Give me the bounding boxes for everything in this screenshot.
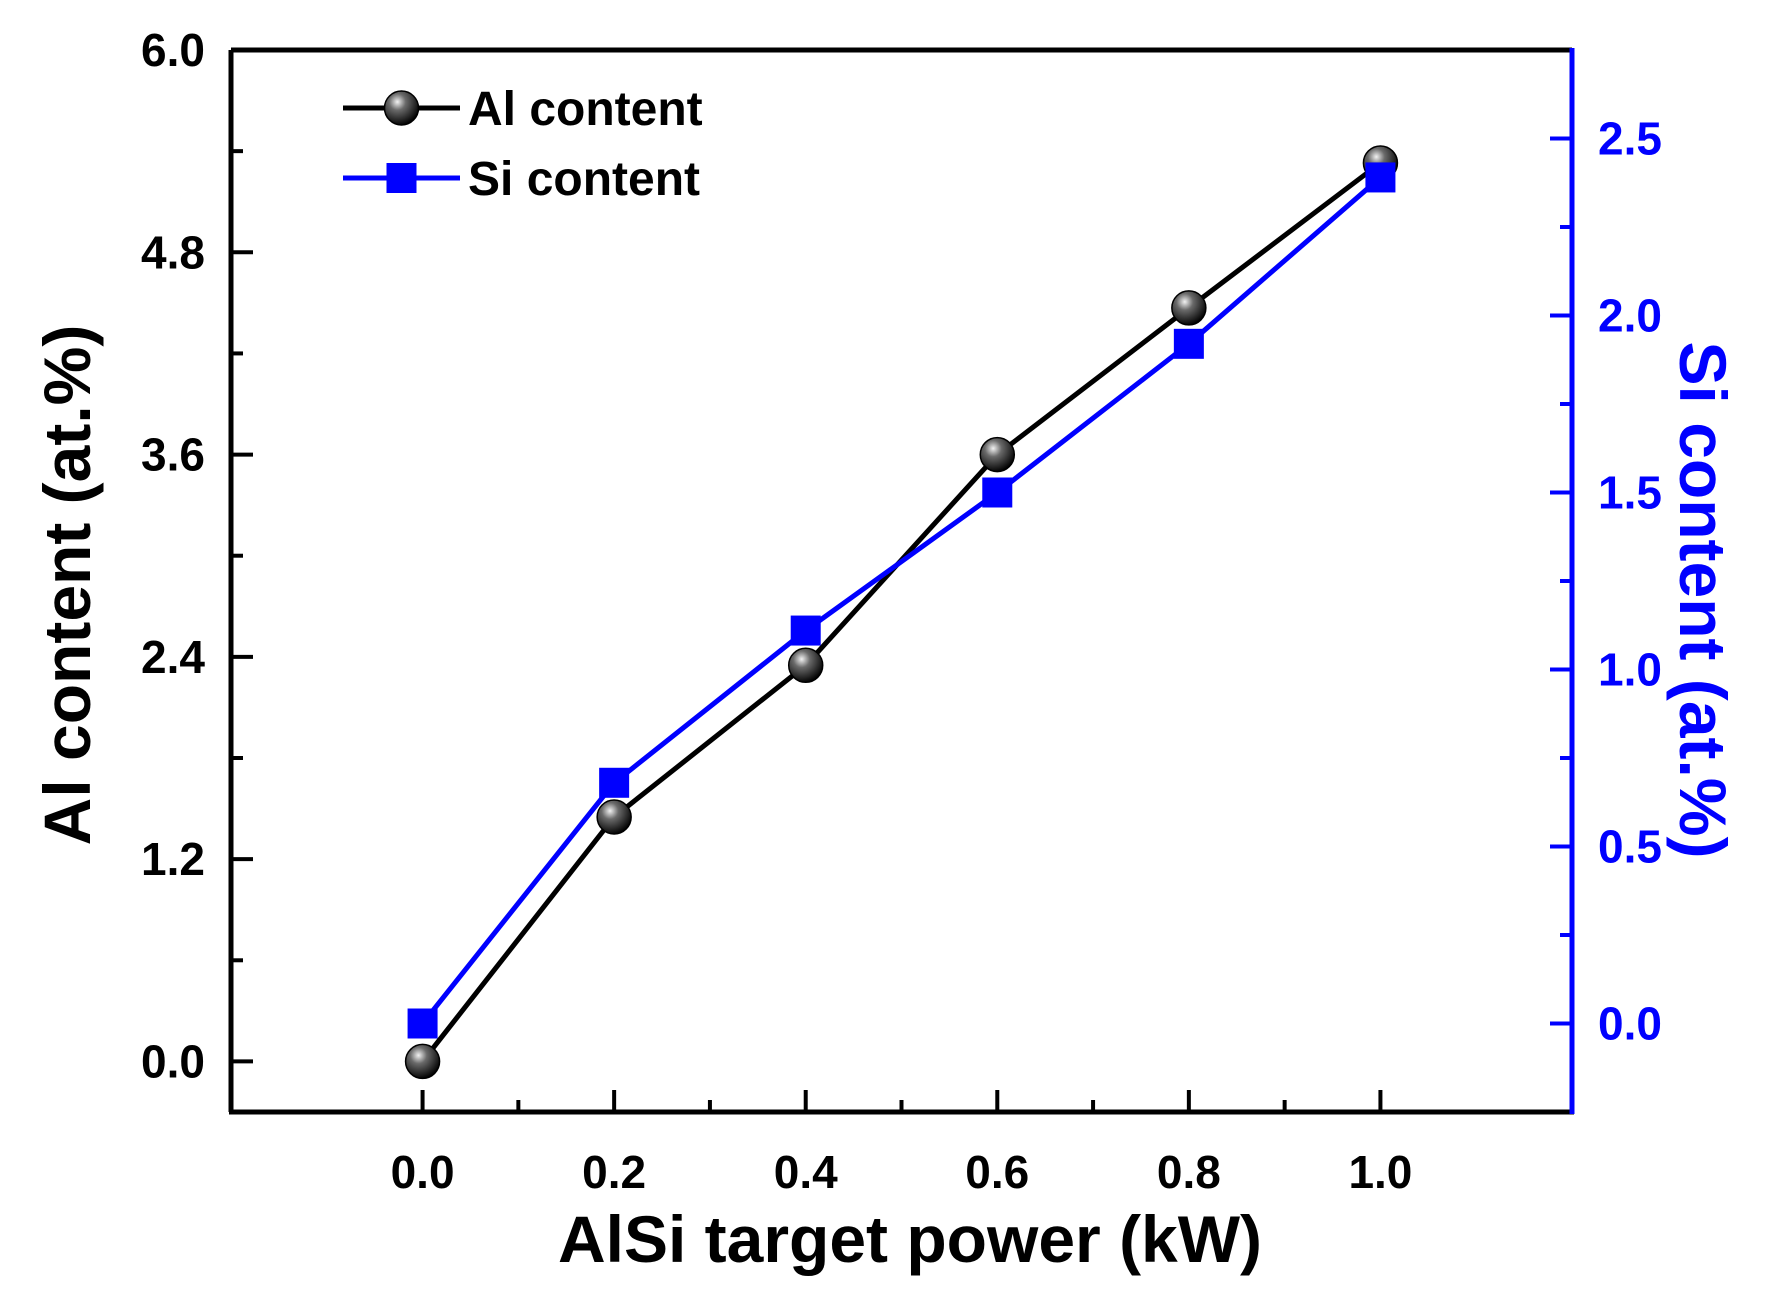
- x-tick-label: 0.8: [1157, 1146, 1221, 1198]
- y2-tick-label: 2.0: [1598, 290, 1662, 342]
- x-tick-label: 0.6: [965, 1146, 1029, 1198]
- legend-marker-square: [386, 163, 417, 193]
- data-point-square: [599, 767, 630, 798]
- y2-tick-label: 2.5: [1598, 113, 1662, 165]
- y-axis-title: Al content (at.%): [30, 325, 104, 846]
- y2-axis-title: Si content (at.%): [1666, 341, 1740, 858]
- data-point-sphere: [787, 647, 824, 684]
- data-point-sphere: [596, 799, 632, 835]
- x-tick-label: 0.2: [582, 1146, 646, 1198]
- y-tick-label: 1.2: [141, 833, 205, 885]
- y2-tick-label: 1.5: [1598, 467, 1662, 519]
- y-tick-label: 2.4: [141, 631, 205, 683]
- series-line-1: [420, 160, 1382, 1063]
- y2-tick-label: 1.0: [1598, 644, 1662, 696]
- x-tick-label: 0.0: [391, 1146, 455, 1198]
- y-tick-label: 6.0: [141, 24, 205, 76]
- x-tick-label: 0.4: [774, 1146, 838, 1198]
- data-point-sphere: [404, 1043, 441, 1080]
- series-line-2: [420, 175, 1383, 1026]
- data-point-sphere: [1171, 290, 1207, 326]
- data-point-square: [1365, 162, 1396, 193]
- y-tick-label: 4.8: [141, 226, 205, 278]
- data-point-square: [407, 1008, 438, 1039]
- data-point-sphere: [979, 436, 1016, 473]
- x-tick-label: 1.0: [1348, 1146, 1412, 1198]
- legend-marker-sphere: [383, 90, 420, 126]
- y-tick-label: 3.6: [141, 429, 205, 481]
- plot-area: [404, 145, 1399, 1080]
- legend-label-1: Al content: [468, 83, 703, 136]
- data-point-square: [982, 477, 1013, 508]
- legend-label-2: Si content: [468, 153, 700, 206]
- data-point-square: [790, 615, 821, 646]
- axes: 0.0 0.2 0.4 0.6 0.8 1.0 0.0 1.2 2.4 3.6 4.8 6.0 0.0 0…: [141, 24, 1662, 1198]
- x-axis-title: AlSi target power (kW): [558, 1202, 1262, 1276]
- y2-tick-label: 0.0: [1598, 998, 1662, 1050]
- data-point-square: [1173, 328, 1204, 359]
- y2-tick-label: 0.5: [1598, 821, 1662, 873]
- legend: Al content Si content: [343, 83, 703, 206]
- y-tick-label: 0.0: [141, 1035, 205, 1087]
